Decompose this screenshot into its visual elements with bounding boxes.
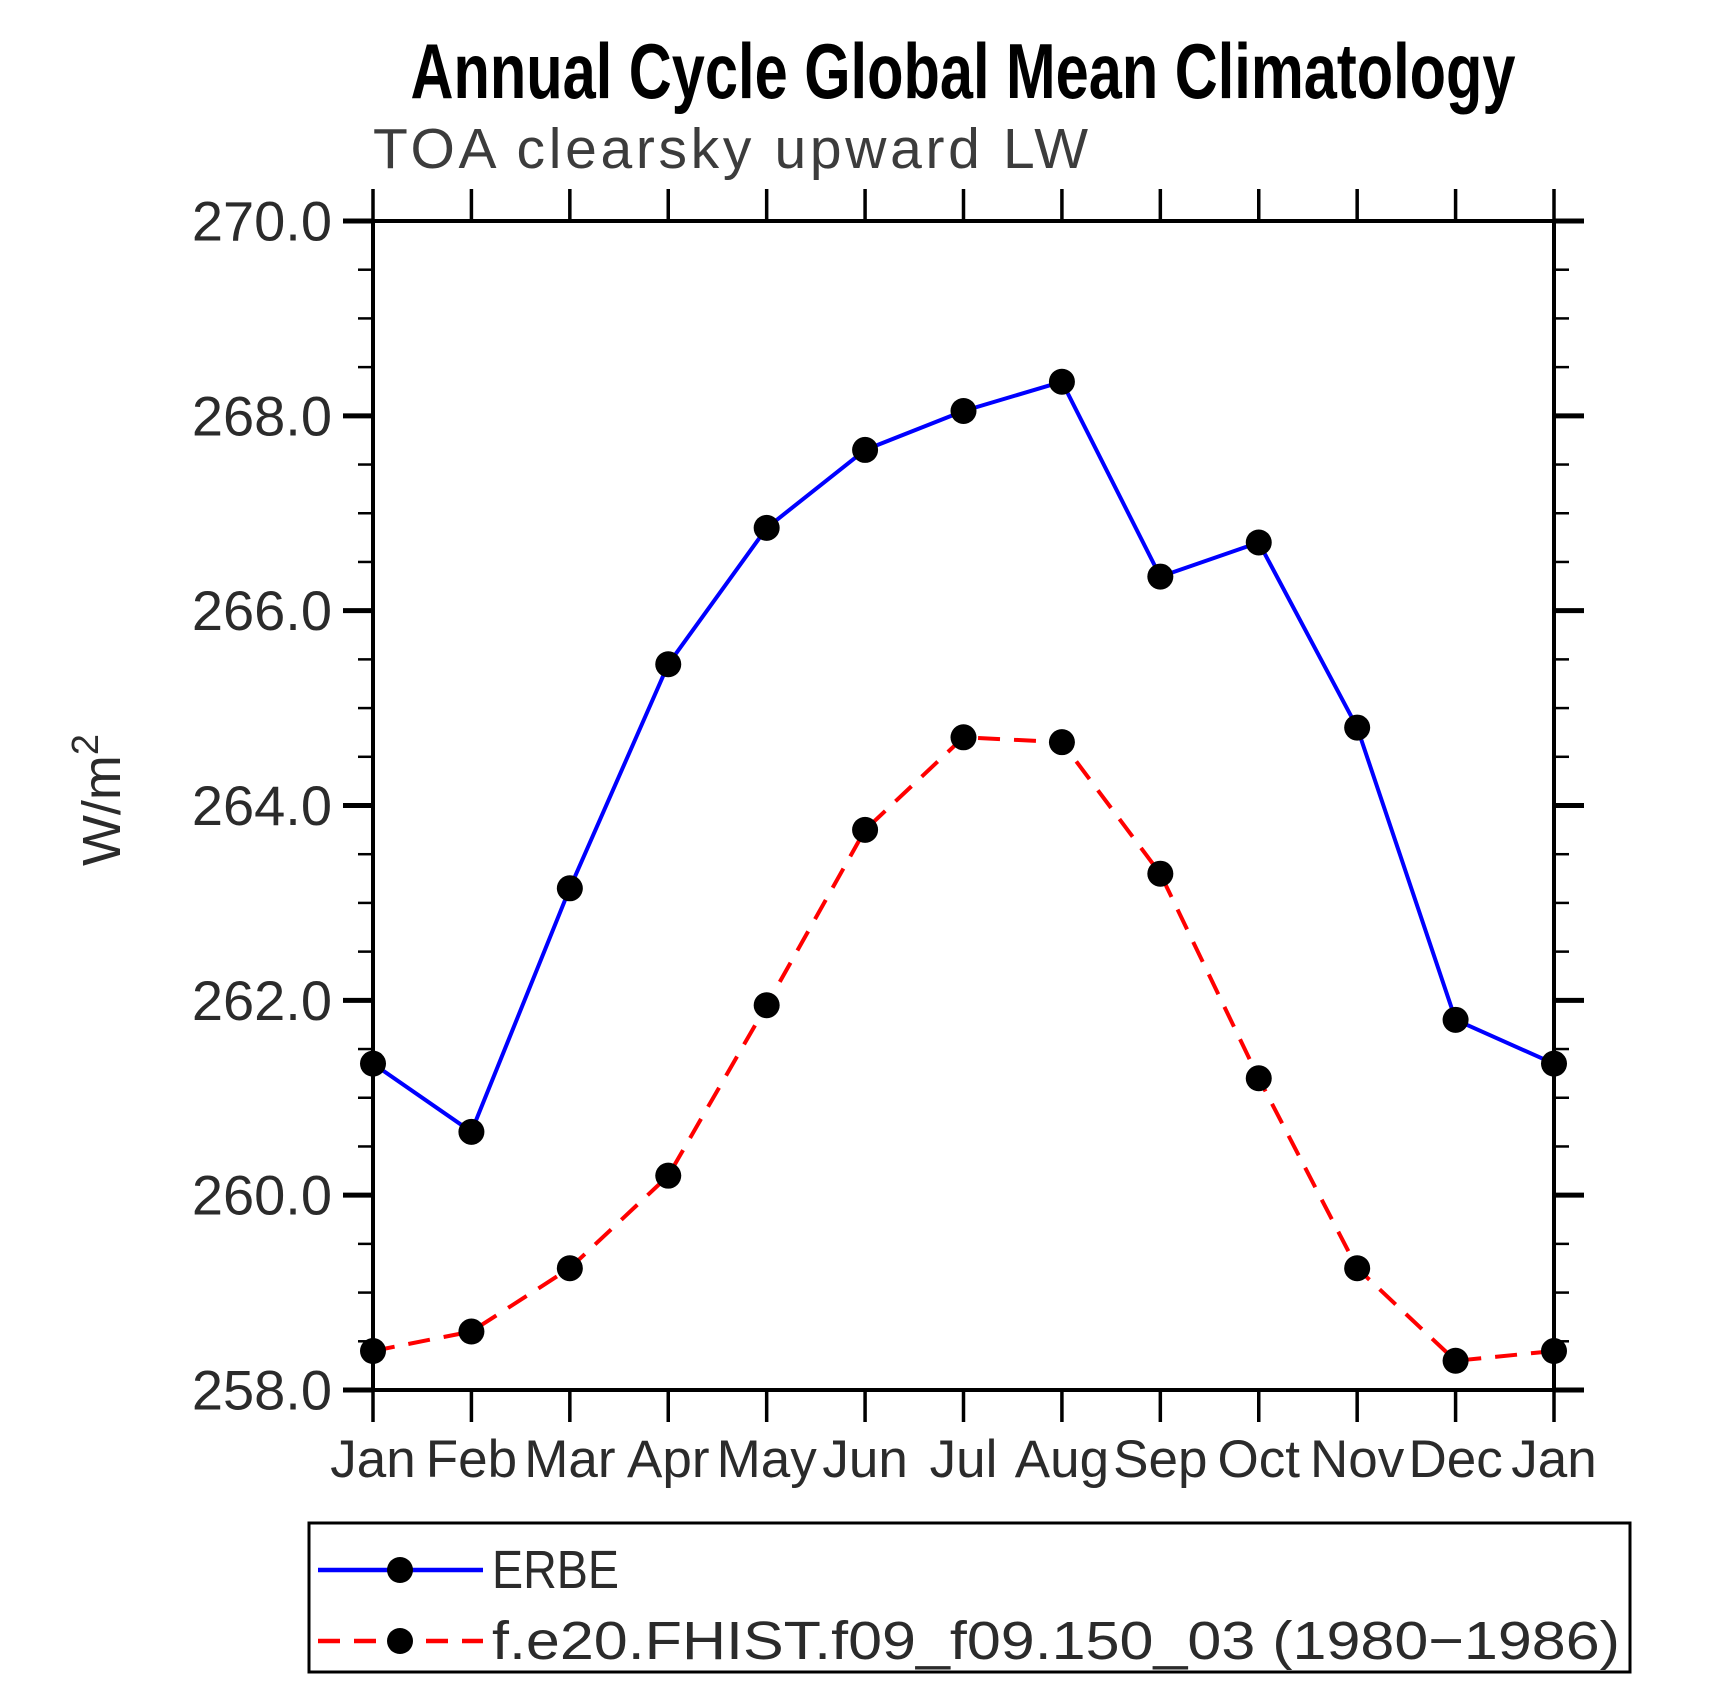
- legend: ERBE f.e20.FHIST.f09_f09.150_03 (1980−198…: [307, 1521, 1632, 1674]
- data-point-marker: [950, 397, 977, 424]
- data-point-marker: [1048, 368, 1075, 395]
- data-point-marker: [852, 436, 879, 463]
- y-axis-title-text: W/m2: [65, 734, 132, 866]
- data-point-marker: [360, 1050, 386, 1077]
- data-point-marker: [1541, 1050, 1567, 1077]
- month-label: Feb: [426, 1430, 517, 1489]
- month-label: Jul: [930, 1430, 998, 1489]
- data-point-marker: [753, 514, 780, 541]
- y-tick-label: 258.0: [192, 1359, 332, 1422]
- y-axis-title: W/m2: [65, 734, 132, 866]
- month-label: Apr: [627, 1430, 709, 1489]
- legend-sample-marker: [387, 1557, 413, 1583]
- data-point-marker: [655, 651, 682, 678]
- month-label: Sep: [1113, 1430, 1207, 1489]
- data-point-marker: [556, 1255, 583, 1282]
- data-point-marker: [1344, 714, 1371, 741]
- data-point-marker: [950, 724, 977, 751]
- month-label: Dec: [1408, 1430, 1502, 1489]
- plot-series: [360, 368, 1567, 1374]
- data-point-marker: [1541, 1338, 1567, 1365]
- month-label: Jan: [330, 1430, 415, 1489]
- series-line-model: [372, 735, 1555, 1363]
- month-label: May: [717, 1430, 818, 1489]
- data-point-marker: [655, 1162, 682, 1189]
- data-point-marker: [1442, 1006, 1469, 1033]
- month-label: Jan: [1511, 1430, 1596, 1489]
- month-label: Nov: [1310, 1430, 1405, 1489]
- month-label: Aug: [1015, 1430, 1109, 1489]
- plot-box: [371, 219, 1556, 1392]
- legend-entry-label: f.e20.FHIST.f09_f09.150_03 (1980−1986): [492, 1611, 1620, 1671]
- legend-sample-marker: [387, 1628, 413, 1654]
- chart-subtitle: TOA clearsky upward LW: [373, 117, 1088, 181]
- y-tick-label: 260.0: [192, 1164, 332, 1227]
- legend-box: [307, 1521, 1632, 1674]
- y-tick-label: 264.0: [192, 774, 332, 837]
- month-label: Oct: [1218, 1430, 1301, 1489]
- data-point-marker: [360, 1338, 386, 1365]
- y-tick-label: 270.0: [192, 190, 332, 253]
- data-point-marker: [1147, 860, 1174, 887]
- data-point-marker: [852, 816, 879, 843]
- series-line-erbe: [371, 379, 1555, 1134]
- data-point-marker: [1442, 1347, 1469, 1374]
- month-label: Jun: [822, 1430, 907, 1489]
- data-point-marker: [1147, 563, 1174, 590]
- data-point-marker: [1245, 1065, 1272, 1092]
- data-point-marker: [1048, 729, 1075, 756]
- data-point-marker: [458, 1318, 485, 1345]
- data-point-marker: [1245, 529, 1272, 556]
- legend-entry-label: ERBE: [492, 1540, 619, 1600]
- data-point-marker: [458, 1118, 485, 1145]
- data-point-marker: [753, 992, 780, 1019]
- y-tick-label: 268.0: [192, 384, 332, 447]
- y-tick-label: 262.0: [192, 969, 332, 1032]
- data-point-marker: [556, 875, 583, 902]
- data-point-marker: [1344, 1255, 1371, 1282]
- chart-title: Annual Cycle Global Mean Climatology: [411, 27, 1516, 115]
- y-tick-label: 266.0: [192, 579, 332, 642]
- month-label: Mar: [524, 1430, 615, 1489]
